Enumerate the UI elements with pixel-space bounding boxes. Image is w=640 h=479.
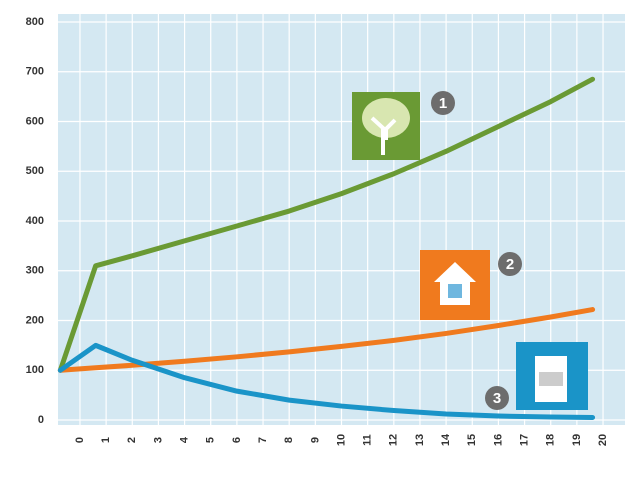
y-tick-label: 700 (26, 66, 44, 78)
icon-house: 2 (420, 250, 522, 320)
x-tick-label: 8 (283, 437, 295, 443)
x-tick-label: 19 (571, 434, 583, 446)
tree-crown (362, 98, 410, 138)
marker-label: 3 (493, 390, 501, 407)
x-tick-label: 16 (492, 434, 504, 446)
x-tick-label: 9 (309, 437, 321, 443)
series-line (57, 342, 596, 421)
x-tick-label: 11 (362, 434, 374, 446)
lines (57, 76, 596, 421)
x-tick-label: 12 (388, 434, 400, 446)
x-tick-label: 3 (152, 437, 164, 443)
x-tick-label: 0 (74, 437, 86, 443)
x-tick-label: 2 (126, 437, 138, 443)
y-tick-label: 600 (26, 115, 44, 127)
marker-label: 2 (506, 256, 514, 273)
y-tick-label: 500 (26, 165, 44, 177)
house-window (448, 284, 462, 298)
y-tick-label: 200 (26, 314, 44, 326)
icon-tree: 1 (352, 91, 455, 160)
icon-stove: 3 (485, 342, 588, 410)
marker-label: 1 (439, 95, 447, 112)
x-tick-label: 5 (205, 437, 217, 443)
x-tick-label: 18 (545, 434, 557, 446)
x-tick-label: 7 (257, 437, 269, 443)
x-tick-label: 13 (414, 434, 426, 446)
y-tick-label: 800 (26, 16, 44, 28)
x-tick-label: 1 (100, 437, 112, 443)
y-tick-label: 100 (26, 364, 44, 376)
series-line (57, 307, 596, 373)
x-tick-label: 20 (597, 434, 609, 446)
y-tick-label: 300 (26, 265, 44, 277)
x-tick-label: 6 (231, 437, 243, 443)
x-tick-label: 15 (466, 434, 478, 446)
y-tick-label: 400 (26, 215, 44, 227)
marker-circle (485, 386, 509, 410)
x-tick-label: 17 (518, 434, 530, 446)
x-tick-label: 4 (178, 436, 190, 443)
marker-circle (498, 252, 522, 276)
marker-circle (431, 91, 455, 115)
tree-trunk (370, 116, 397, 155)
x-tick-label: 10 (335, 434, 347, 446)
y-tick-label: 0 (38, 414, 44, 426)
stove-door (539, 372, 563, 386)
grid (58, 14, 625, 425)
x-tick-label: 14 (440, 433, 452, 446)
series-line (57, 76, 596, 373)
house-shape (434, 262, 476, 305)
